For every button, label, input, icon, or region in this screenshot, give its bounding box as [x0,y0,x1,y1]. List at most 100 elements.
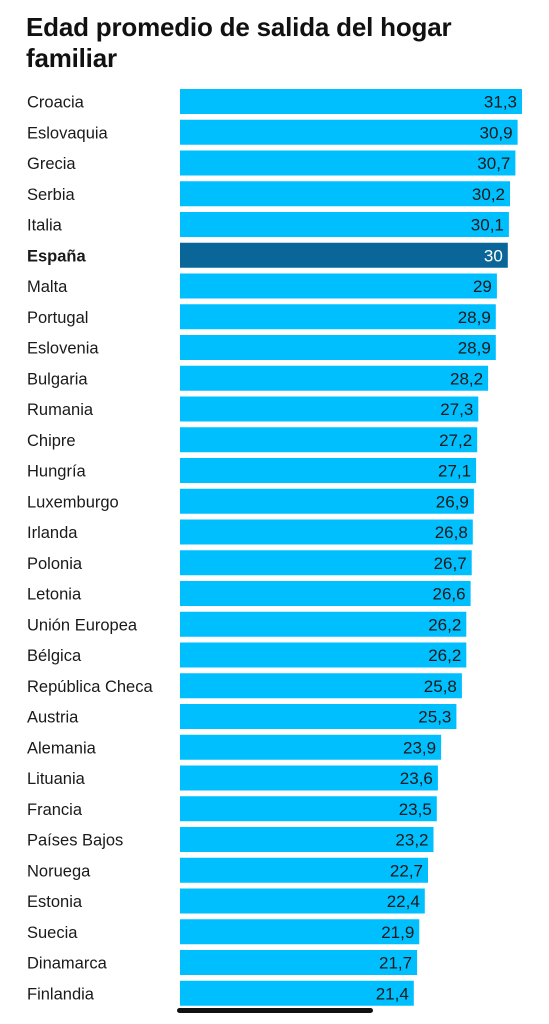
home-indicator[interactable] [177,1008,373,1013]
bar [180,980,414,1006]
bar-row: Dinamarca 21,7 [27,950,418,975]
category-label: Serbia [27,186,76,204]
bar-row: Noruega 22,7 [27,857,428,883]
value-label: 28,2 [450,369,483,388]
bar [180,458,477,483]
category-label: Grecia [27,155,76,173]
value-label: 29 [473,277,492,296]
value-label: 25,3 [418,708,451,727]
bar [180,273,497,299]
bar-row: Luxemburgo 26,9 [27,488,474,514]
bar-row: Eslovenia 28,9 [27,335,496,360]
bar-row: Unión Europea 26,2 [27,611,467,637]
bar [180,950,418,975]
bar [180,212,509,237]
bar-row: Serbia 30,2 [27,181,510,207]
bar [180,581,471,606]
value-label: 26,6 [433,585,466,604]
bar [180,888,425,914]
bar [180,89,522,114]
bar-row: Chipre 27,2 [27,427,478,453]
bar-row: Rumania 27,3 [27,396,479,422]
bar [180,488,474,514]
value-label: 23,9 [403,738,436,757]
value-label: 27,3 [440,400,473,419]
category-label: Francia [27,801,83,819]
bar [180,919,420,945]
bar [180,150,516,176]
bar-row: República Checa 25,8 [27,673,462,699]
bar-row: Suecia 21,9 [27,919,420,945]
category-label: Austria [27,709,79,727]
category-label: Letonia [27,586,82,604]
category-label: Alemania [27,739,97,757]
bar-row: Francia 23,5 [27,796,437,822]
bar-row: Portugal 28,9 [27,304,496,330]
bar-row: Bulgaria 28,2 [27,365,489,391]
bar-row: Letonia 26,6 [27,581,471,606]
bar-row: Croacia 31,3 [27,89,522,114]
category-label: Bélgica [27,647,82,665]
bar [180,704,457,729]
category-label: Malta [27,278,68,296]
bar-row: Eslovaquia 30,9 [27,119,518,145]
bar-row: Alemania 23,9 [27,734,442,760]
bar [180,611,467,637]
value-label: 21,7 [379,954,412,973]
value-label: 30,2 [472,185,505,204]
bar-row: Lituania 23,6 [27,765,438,791]
bar-row: Estonia 22,4 [27,888,425,914]
value-label: 28,9 [458,339,491,358]
category-label: Finlandia [27,985,95,1003]
category-label: República Checa [27,678,153,696]
value-label: 31,3 [484,93,517,112]
value-label: 23,2 [395,831,428,850]
bar-row: Irlanda 26,8 [27,519,473,545]
value-label: 28,9 [458,308,491,327]
bar [180,827,434,852]
value-label: 27,2 [439,431,472,450]
bar [180,335,496,360]
value-label: 23,6 [400,769,433,788]
value-label: 26,2 [428,615,461,634]
chart-title: Edad promedio de salida del hogar famili… [26,12,452,73]
category-label: Hungría [27,463,87,481]
category-label: Eslovaquia [27,124,109,142]
category-label: Suecia [27,924,78,942]
value-label: 30,9 [480,123,513,142]
category-label: Portugal [27,309,88,327]
value-label: 27,1 [438,462,471,481]
category-label: Italia [27,217,63,235]
bar [180,673,462,699]
bar-row: Finlandia 21,4 [27,980,414,1006]
bar [180,181,510,207]
bar-row: Polonia 26,7 [27,550,472,576]
value-label: 21,9 [381,923,414,942]
bar [180,396,479,422]
value-label: 30 [484,246,503,265]
category-label: Estonia [27,893,83,911]
category-label: Rumania [27,401,94,419]
category-label: Luxemburgo [27,493,119,511]
bar [180,765,438,791]
value-label: 26,8 [435,523,468,542]
bar [180,242,508,268]
bar [180,304,496,330]
bar-row: Italia 30,1 [27,212,509,237]
bar [180,734,442,760]
category-label: Irlanda [27,524,78,542]
category-label: Bulgaria [27,370,88,388]
value-label: 30,7 [477,154,510,173]
category-label: Croacia [27,94,85,112]
category-label: España [27,247,87,265]
category-label: Unión Europea [27,616,138,634]
bar-row: Grecia 30,7 [27,150,516,176]
bar [180,519,473,545]
category-label: Chipre [27,432,76,450]
bar [180,550,472,576]
value-label: 23,5 [399,800,432,819]
bar-row: Bélgica 26,2 [27,642,467,668]
value-label: 22,7 [390,861,423,880]
value-label: 25,8 [424,677,457,696]
